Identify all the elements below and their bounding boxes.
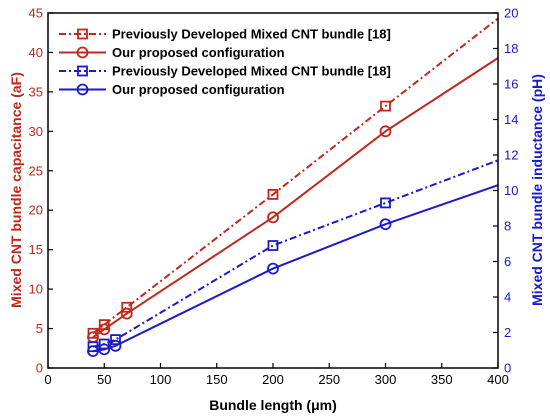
series-3-point xyxy=(380,197,391,209)
x-tick-label: 100 xyxy=(150,372,172,387)
series-2-point xyxy=(267,211,279,224)
series-line-2 xyxy=(92,57,499,339)
y-right-tick-label: 0 xyxy=(504,361,511,376)
y-right-tick-label: 10 xyxy=(504,183,518,198)
legend-label-3: Previously Developed Mixed CNT bundle [1… xyxy=(112,64,391,79)
legend-marker-3 xyxy=(77,65,88,77)
y-left-tick-label: 25 xyxy=(29,163,43,178)
y-left-tick-label: 10 xyxy=(29,282,43,297)
legend-label-1: Previously Developed Mixed CNT bundle [1… xyxy=(112,27,391,42)
y-right-tick-label: 4 xyxy=(504,290,511,305)
x-tick-label: 300 xyxy=(375,372,397,387)
x-tick-label: 200 xyxy=(262,372,284,387)
y-left-tick-label: 45 xyxy=(29,6,43,21)
series-2-point xyxy=(98,323,111,336)
x-tick-label: 0 xyxy=(44,372,51,387)
x-tick-label: 150 xyxy=(206,372,228,387)
series-1-point xyxy=(380,100,391,112)
series-2-point xyxy=(120,307,133,320)
y-right-tick-label: 20 xyxy=(504,6,518,21)
series-layer xyxy=(87,17,499,358)
series-3-point xyxy=(267,240,279,251)
series-4-point xyxy=(109,339,122,352)
series-1-point xyxy=(267,189,279,200)
y-left-tick-label: 35 xyxy=(29,84,43,99)
series-3-point xyxy=(87,341,99,353)
series-line-1 xyxy=(92,17,499,335)
series-4-point xyxy=(267,262,279,275)
y-right-tick-label: 14 xyxy=(504,112,518,127)
y-left-tick-label: 5 xyxy=(36,321,43,336)
y-right-axis-title: Mixed CNT bundle inductance (pH) xyxy=(529,74,545,306)
series-line-4 xyxy=(92,184,499,353)
legend-layer: Previously Developed Mixed CNT bundle [1… xyxy=(59,27,391,97)
series-1-point xyxy=(121,301,133,313)
ticks-layer: 0 50 100 150 200 250 300 350 4000510152025303540… xyxy=(29,6,519,388)
x-tick-label: 350 xyxy=(431,372,453,387)
y-left-tick-label: 15 xyxy=(29,242,43,257)
y-right-tick-label: 18 xyxy=(504,41,518,56)
series-4-point xyxy=(87,345,99,358)
x-tick-label: 250 xyxy=(318,372,340,387)
y-left-tick-label: 30 xyxy=(29,124,43,139)
y-left-tick-label: 40 xyxy=(29,45,43,60)
y-right-tick-label: 12 xyxy=(504,148,518,163)
x-axis-title: Bundle length (μm) xyxy=(209,397,337,413)
x-tick-label: 50 xyxy=(97,372,111,387)
y-right-tick-label: 8 xyxy=(504,219,511,234)
legend-marker-2 xyxy=(76,46,89,59)
series-line-3 xyxy=(92,159,499,348)
series-3-point xyxy=(110,334,121,346)
legend-marker-1 xyxy=(77,28,88,40)
x-tick-label: 400 xyxy=(487,372,509,387)
series-4-point xyxy=(379,218,392,231)
series-4-point xyxy=(98,343,111,356)
y-right-tick-label: 6 xyxy=(504,254,511,269)
y-right-tick-label: 16 xyxy=(504,77,518,92)
y-left-axis-title: Mixed CNT bundle capacitance (aF) xyxy=(8,72,24,308)
legend-label-4: Our proposed configuration xyxy=(112,82,285,97)
legend-marker-4 xyxy=(76,83,89,96)
series-2-point xyxy=(379,125,392,138)
y-left-tick-label: 0 xyxy=(36,361,43,376)
y-right-tick-label: 2 xyxy=(504,325,511,340)
y-left-tick-label: 20 xyxy=(29,203,43,218)
legend-label-2: Our proposed configuration xyxy=(112,45,285,60)
